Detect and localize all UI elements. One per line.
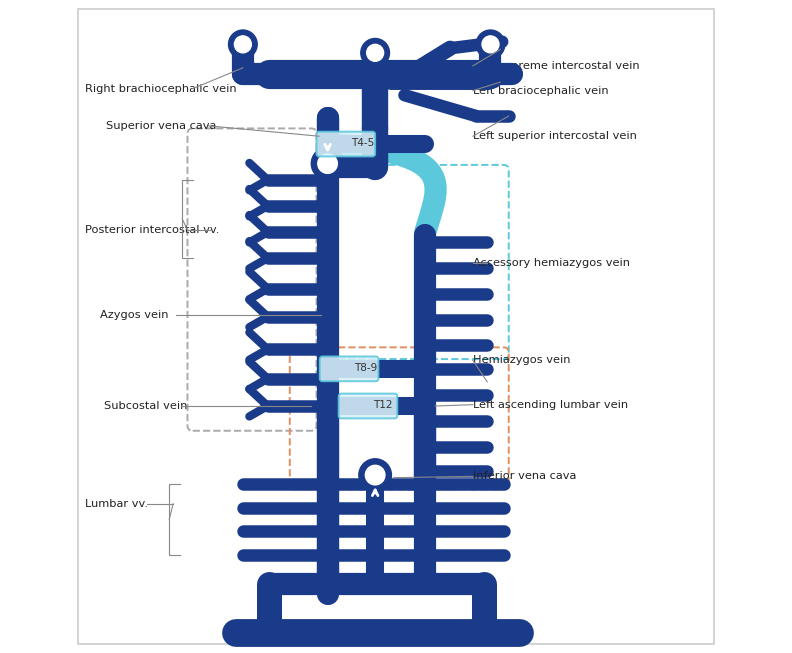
Circle shape — [311, 148, 344, 180]
Text: Posterior intercostal vv.: Posterior intercostal vv. — [85, 225, 219, 235]
Text: Subcostal vein: Subcostal vein — [104, 401, 188, 411]
Circle shape — [482, 36, 499, 53]
Text: Left superior intercostal vein: Left superior intercostal vein — [473, 131, 637, 141]
Circle shape — [234, 36, 251, 53]
Circle shape — [361, 39, 390, 67]
Text: Inferior vena cava: Inferior vena cava — [473, 471, 577, 481]
Text: Right brachiocephalic vein: Right brachiocephalic vein — [85, 84, 236, 93]
Text: Hemiazygos vein: Hemiazygos vein — [473, 355, 570, 366]
Text: Left ascending lumbar vein: Left ascending lumbar vein — [473, 400, 628, 409]
Circle shape — [476, 30, 505, 59]
Text: Azygos vein: Azygos vein — [100, 310, 168, 320]
Text: Accessory hemiazygos vein: Accessory hemiazygos vein — [473, 258, 630, 268]
Circle shape — [359, 459, 391, 491]
FancyBboxPatch shape — [320, 357, 379, 381]
FancyBboxPatch shape — [317, 132, 375, 157]
Circle shape — [365, 466, 385, 485]
Text: T8-9: T8-9 — [354, 362, 378, 373]
Text: T4-5: T4-5 — [351, 138, 375, 148]
Text: Left braciocephalic vein: Left braciocephalic vein — [473, 86, 608, 95]
Text: T12: T12 — [373, 400, 393, 409]
Circle shape — [367, 44, 383, 61]
Text: Lumbar vv.: Lumbar vv. — [85, 499, 147, 509]
FancyBboxPatch shape — [339, 394, 398, 419]
Circle shape — [229, 30, 257, 59]
Text: Left supreme intercostal vein: Left supreme intercostal vein — [473, 61, 639, 71]
Circle shape — [318, 154, 337, 173]
Text: Superior vena cava: Superior vena cava — [106, 121, 216, 131]
